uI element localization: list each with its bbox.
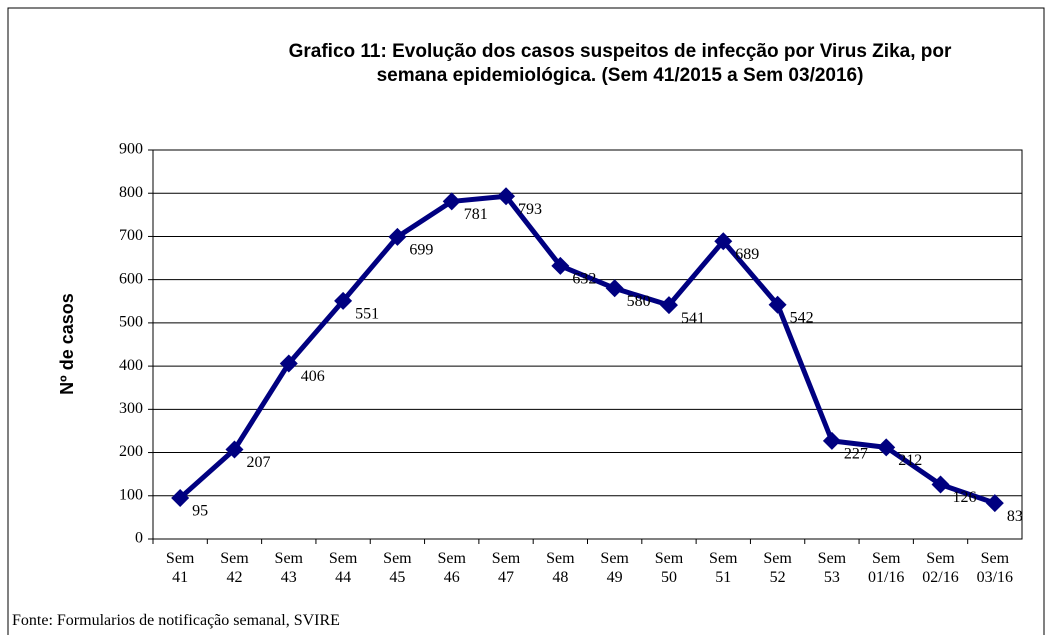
data-label: 406 [301, 368, 325, 385]
x-tick-label: Sem 53 [817, 550, 847, 586]
x-tick-label: Sem 47 [491, 550, 521, 586]
data-point [659, 296, 678, 315]
x-tick-label: Sem 48 [546, 550, 575, 586]
plot-border [152, 149, 1023, 540]
x-tick-label: Sem 45 [383, 550, 412, 586]
data-point [225, 440, 244, 459]
data-label: 551 [355, 306, 379, 323]
data-point [279, 354, 298, 373]
data-point [605, 279, 624, 298]
data-point [334, 291, 353, 310]
y-axis-label: Nº de casos [57, 293, 77, 395]
y-tick-label: 700 [119, 227, 143, 244]
x-tick-label: Sem 42 [220, 550, 249, 586]
data-line [178, 193, 996, 506]
y-tick-label: 500 [119, 314, 143, 331]
data-point [388, 227, 407, 246]
data-label: 212 [898, 452, 922, 469]
x-tick-label: Sem 44 [328, 550, 358, 586]
data-point [171, 488, 190, 507]
data-label: 227 [844, 446, 868, 463]
data-point [877, 438, 896, 457]
y-tick-label: 400 [119, 357, 143, 374]
data-label: 793 [518, 201, 542, 218]
data-label: 699 [409, 242, 433, 259]
data-label: 632 [572, 271, 596, 288]
data-label: 126 [953, 489, 977, 506]
source-note: Fonte: Formularios de notificação semana… [12, 612, 340, 629]
y-tick-label: 100 [119, 486, 143, 503]
y-tick-label: 900 [119, 141, 143, 158]
data-label: 689 [735, 246, 759, 263]
y-tick-label: 0 [135, 530, 143, 547]
x-tick-label: Sem 51 [709, 550, 738, 586]
data-point [931, 475, 950, 494]
data-label: 580 [627, 293, 651, 310]
data-point [497, 187, 516, 206]
data-label: 207 [246, 454, 270, 471]
data-label: 95 [192, 503, 208, 520]
x-tick-label: Sem 46 [437, 550, 466, 586]
data-point [551, 256, 570, 275]
x-tick-label: Sem 52 [763, 550, 792, 586]
data-label: 83 [1007, 508, 1023, 525]
x-tick-label: Sem 02/16 [922, 550, 959, 586]
x-tick-label: Sem 49 [600, 550, 629, 586]
data-label: 541 [681, 310, 705, 327]
data-point [985, 494, 1004, 513]
data-label: 542 [790, 309, 814, 326]
chart-title: Grafico 11: Evolução dos casos suspeitos… [288, 41, 952, 86]
data-point [822, 431, 841, 450]
y-tick-label: 200 [119, 443, 143, 460]
x-tick-label: Sem 03/16 [976, 550, 1014, 586]
y-tick-label: 600 [119, 270, 143, 287]
x-tick-label: Sem 50 [654, 550, 684, 586]
data-point [768, 295, 787, 314]
data-label: 781 [464, 206, 488, 223]
frame [7, 7, 1045, 635]
data-point [442, 192, 461, 211]
y-tick-label: 300 [119, 400, 143, 417]
x-tick-label: Sem 43 [274, 550, 303, 586]
x-tick-label: Sem 41 [165, 550, 195, 586]
data-point [714, 232, 733, 251]
x-tick-label: Sem 01/16 [867, 550, 905, 586]
y-tick-label: 800 [119, 184, 143, 201]
